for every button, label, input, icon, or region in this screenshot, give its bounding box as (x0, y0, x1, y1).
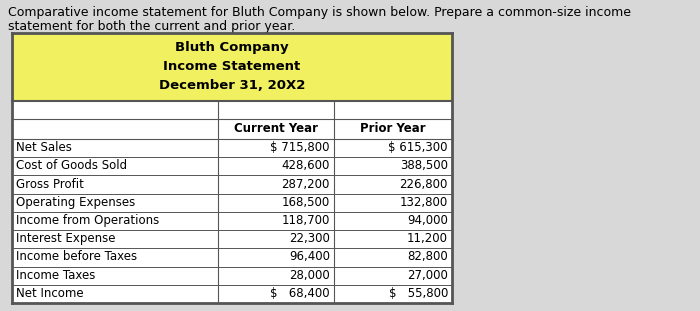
Text: 11,200: 11,200 (407, 232, 448, 245)
Text: Bluth Company: Bluth Company (175, 41, 289, 54)
Text: Income before Taxes: Income before Taxes (16, 250, 137, 263)
Text: statement for both the current and prior year.: statement for both the current and prior… (8, 20, 295, 33)
Text: 428,600: 428,600 (281, 159, 330, 172)
Text: Net Income: Net Income (16, 287, 83, 300)
Text: 226,800: 226,800 (400, 178, 448, 191)
Text: $ 615,300: $ 615,300 (389, 141, 448, 154)
Text: 82,800: 82,800 (407, 250, 448, 263)
Text: Prior Year: Prior Year (360, 122, 426, 135)
Text: 96,400: 96,400 (289, 250, 330, 263)
Text: $   68,400: $ 68,400 (270, 287, 330, 300)
Text: Income Statement: Income Statement (163, 60, 300, 73)
Text: 287,200: 287,200 (281, 178, 330, 191)
Text: 118,700: 118,700 (281, 214, 330, 227)
Text: 22,300: 22,300 (289, 232, 330, 245)
Text: 27,000: 27,000 (407, 269, 448, 282)
Text: Income from Operations: Income from Operations (16, 214, 160, 227)
Text: Cost of Goods Sold: Cost of Goods Sold (16, 159, 127, 172)
Text: 168,500: 168,500 (281, 196, 330, 209)
Text: $ 715,800: $ 715,800 (270, 141, 330, 154)
Text: Interest Expense: Interest Expense (16, 232, 116, 245)
Text: $   55,800: $ 55,800 (389, 287, 448, 300)
Text: 94,000: 94,000 (407, 214, 448, 227)
Text: Comparative income statement for Bluth Company is shown below. Prepare a common-: Comparative income statement for Bluth C… (8, 6, 631, 19)
Text: 132,800: 132,800 (400, 196, 448, 209)
Text: Current Year: Current Year (234, 122, 318, 135)
Text: Gross Profit: Gross Profit (16, 178, 84, 191)
Bar (12, 33, 452, 101)
Text: Operating Expenses: Operating Expenses (16, 196, 135, 209)
Text: Income Taxes: Income Taxes (16, 269, 95, 282)
Text: December 31, 20X2: December 31, 20X2 (159, 79, 305, 92)
Text: 28,000: 28,000 (289, 269, 330, 282)
Text: 388,500: 388,500 (400, 159, 448, 172)
Bar (12, 101, 452, 303)
Text: Net Sales: Net Sales (16, 141, 72, 154)
